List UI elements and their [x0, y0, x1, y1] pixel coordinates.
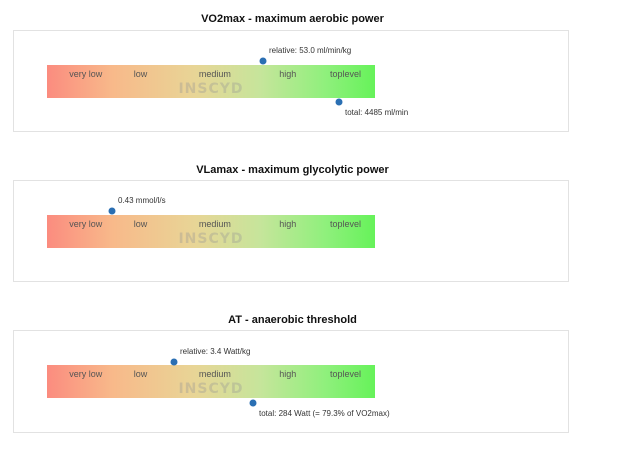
level-toplevel: toplevel	[329, 369, 361, 379]
level-medium: medium	[198, 219, 231, 229]
level-low: low	[133, 369, 148, 379]
at-relative-label: relative: 3.4 Watt/kg	[180, 347, 251, 356]
vlamax-label: 0.43 mmol/l/s	[118, 196, 166, 205]
level-very-low: very low	[69, 369, 103, 379]
at-panel: very low low medium high toplevel INSCYD…	[13, 330, 569, 433]
level-low: low	[133, 219, 148, 229]
level-high: high	[279, 219, 297, 229]
at-level-bar: very low low medium high toplevel INSCYD	[47, 365, 375, 398]
vo2max-relative-label: relative: 53.0 ml/min/kg	[269, 46, 352, 55]
vo2max-relative-marker	[259, 57, 267, 65]
at-title: AT - anaerobic threshold	[228, 314, 357, 326]
inscyd-watermark: INSCYD	[178, 81, 244, 97]
vo2max-total-marker	[335, 98, 343, 106]
level-high: high	[279, 369, 297, 379]
level-very-low: very low	[69, 69, 103, 79]
level-medium: medium	[198, 69, 231, 79]
inscyd-watermark: INSCYD	[178, 381, 244, 397]
level-very-low: very low	[69, 219, 103, 229]
level-toplevel: toplevel	[329, 69, 361, 79]
at-relative-marker	[170, 358, 178, 366]
level-low: low	[133, 69, 148, 79]
vlamax-panel: very low low medium high toplevel INSCYD…	[13, 180, 569, 282]
level-toplevel: toplevel	[329, 219, 361, 229]
at-total-marker	[249, 399, 257, 407]
at-total-label: total: 284 Watt (= 79.3% of VO2max)	[259, 409, 390, 418]
vlamax-marker	[108, 207, 116, 215]
vlamax-level-bar: very low low medium high toplevel INSCYD	[47, 215, 375, 248]
vo2max-panel: very low low medium high toplevel INSCYD…	[13, 30, 569, 132]
level-medium: medium	[198, 369, 231, 379]
vlamax-title: VLamax - maximum glycolytic power	[196, 164, 389, 176]
level-high: high	[279, 69, 297, 79]
vo2max-total-label: total: 4485 ml/min	[345, 108, 409, 117]
vo2max-level-bar: very low low medium high toplevel INSCYD	[47, 65, 375, 98]
vo2max-title: VO2max - maximum aerobic power	[201, 13, 384, 25]
inscyd-watermark: INSCYD	[178, 231, 244, 247]
